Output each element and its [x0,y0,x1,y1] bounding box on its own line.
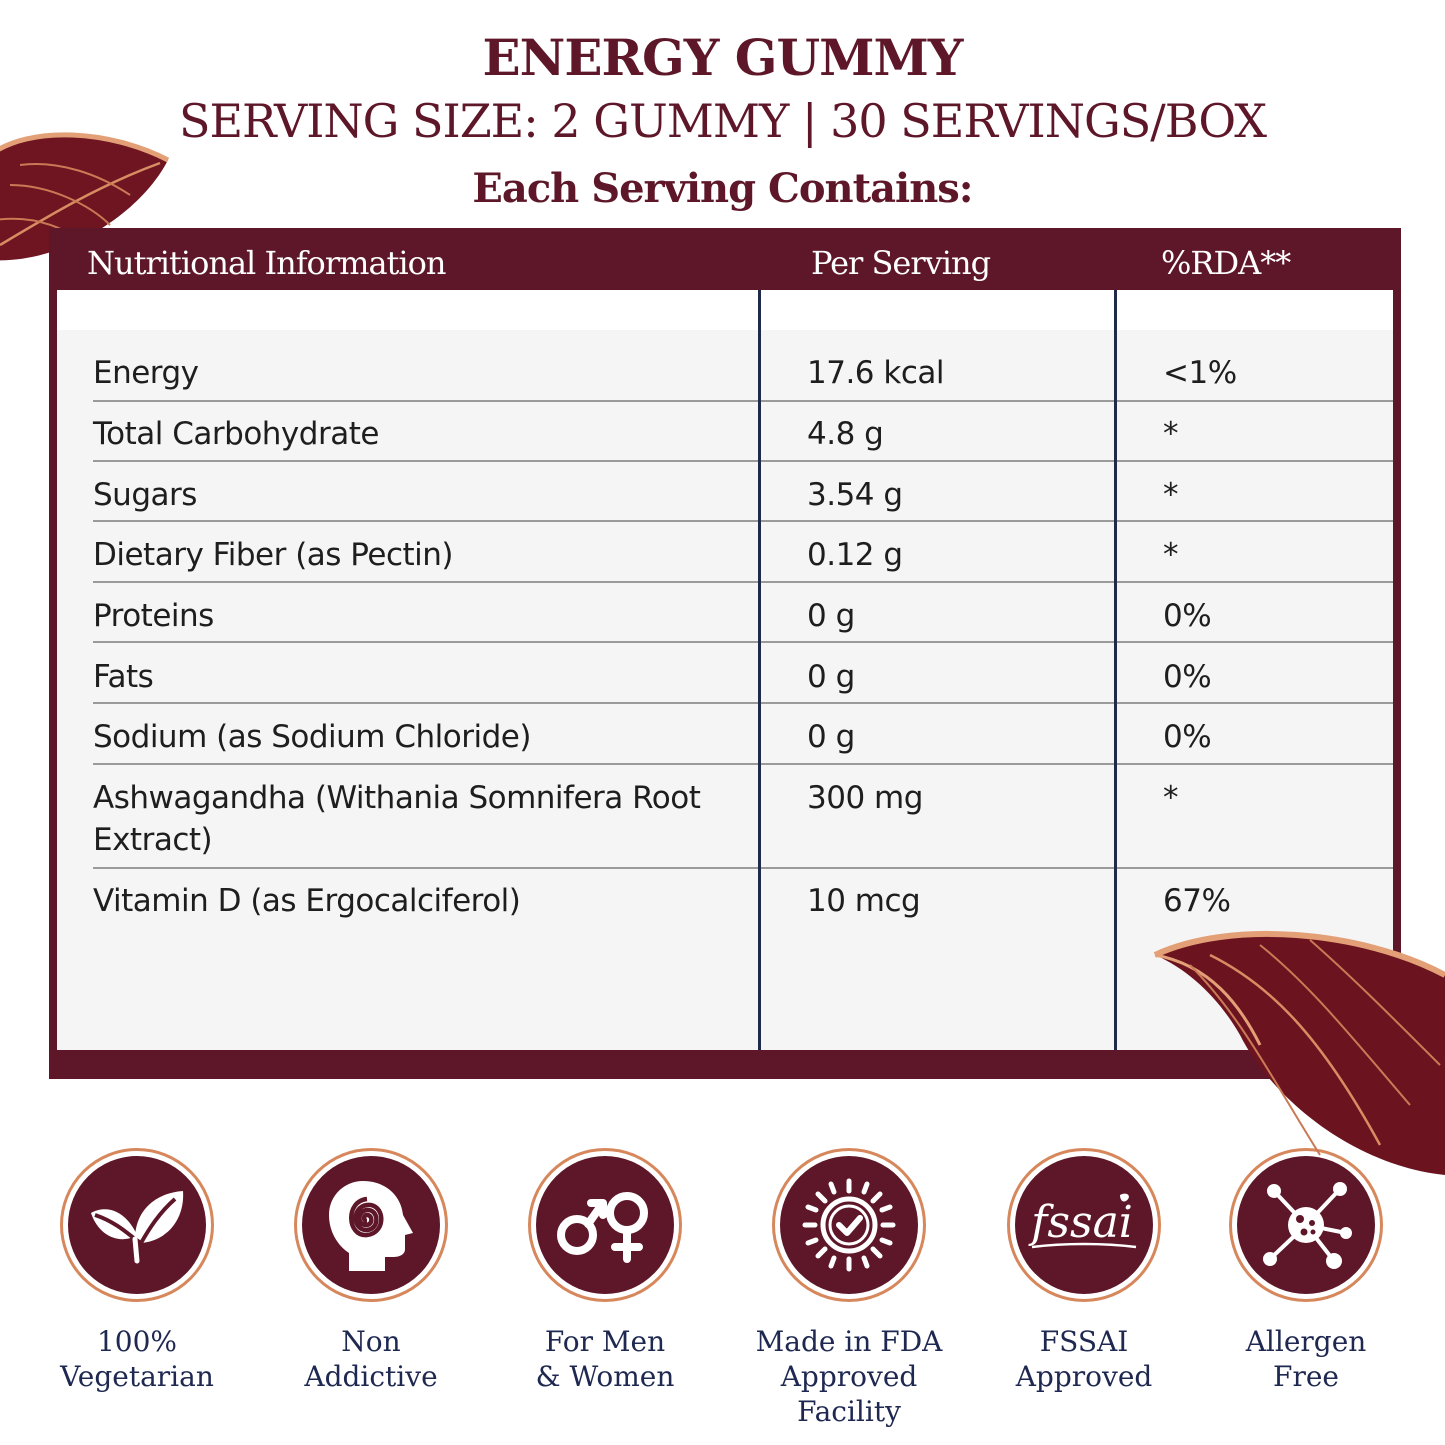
badge-label-line1: Non [341,1325,401,1358]
row-divider [93,460,1393,462]
row-divider [93,400,1393,402]
gender-icon [557,1192,648,1263]
table-body: Energy 17.6 kcal <1% Total Carbohydrate … [57,290,1393,1050]
badge-vegetarian: 100% Vegetarian [22,1148,252,1394]
badge-label-line2: Approved [1015,1360,1153,1393]
row-divider [93,763,1393,765]
badge-label-line2: & Women [535,1360,675,1393]
svg-text:fssai: fssai [1028,1197,1133,1248]
column-divider [1114,290,1117,1050]
nutrient-rda: * [1163,416,1179,452]
row-divider [93,702,1393,704]
badge-label-line2: Approved Facility [780,1360,918,1428]
sun-check-icon [802,1178,896,1272]
column-header-rda: %RDA** [1161,244,1291,282]
nutrition-table: Nutritional Information Per Serving %RDA… [49,228,1401,1079]
nutrient-name: Fats [93,659,154,695]
badge-label-line1: FSSAI [1039,1325,1129,1358]
column-header-per-serving: Per Serving [811,244,991,282]
nutrient-amount: 17.6 kcal [807,355,944,391]
nutrient-amount: 0 g [807,598,855,634]
allergen-molecule-icon [1263,1182,1352,1269]
section-subtitle: Each Serving Contains: [472,165,973,212]
nutrient-amount: 0.12 g [807,537,903,573]
serving-size-text: SERVING SIZE: 2 GUMMY | 30 SERVINGS/BOX [178,94,1267,148]
nutrient-rda: * [1163,537,1179,573]
nutrient-rda: 0% [1163,659,1212,695]
nutrient-name: Energy [93,355,199,391]
nutrient-amount: 300 mg [807,780,923,816]
nutrient-name: Sugars [93,477,197,513]
badge-label-line2: Addictive [304,1360,438,1393]
badge-men-women: For Men & Women [490,1148,720,1394]
nutrient-amount: 3.54 g [807,477,903,513]
nutrient-rda: 0% [1163,719,1212,755]
badge-label-line2: Free [1273,1360,1339,1393]
row-divider [93,641,1393,643]
column-header-nutrient: Nutritional Information [87,244,446,282]
product-title: ENERGY GUMMY [482,28,964,87]
nutrient-name: Dietary Fiber (as Pectin) [93,537,454,573]
row-divider [93,867,1393,869]
nutrient-rda: 67% [1163,883,1231,919]
badge-label-line1: 100% [96,1325,178,1358]
badge-ring [772,1148,926,1302]
badge-allergen-free: Allergen Free [1191,1148,1421,1394]
nutrient-rda: * [1163,780,1179,816]
leaf-icon [91,1191,184,1264]
decorative-leaf-right [1153,930,1445,1175]
badge-label-line2: Vegetarian [60,1360,214,1393]
fssai-logo-icon: fssai [1028,1193,1137,1249]
table-header: Nutritional Information Per Serving %RDA… [49,228,1401,290]
nutrient-name: Proteins [93,598,214,634]
decorative-leaf-left [0,132,170,261]
badge-label-line1: Allergen [1245,1325,1367,1358]
badge-label-line1: Made in FDA [755,1325,943,1358]
nutrient-amount: 4.8 g [807,416,884,452]
nutrient-rda: * [1163,477,1179,513]
badge-ring [294,1148,448,1302]
badge-non-addictive: Non Addictive [256,1148,486,1394]
badge-ring [1229,1148,1383,1302]
badge-ring: fssai [1007,1148,1161,1302]
nutrient-amount: 0 g [807,659,855,695]
row-divider [93,520,1393,522]
nutrient-name: Ashwagandha (Withania Somnifera Root Ext… [93,780,701,858]
nutrient-rda: 0% [1163,598,1212,634]
nutrient-name: Sodium (as Sodium Chloride) [93,719,531,755]
nutrient-amount: 10 mcg [807,883,921,919]
row-divider [93,581,1393,583]
head-spiral-icon [329,1181,413,1271]
nutrient-rda: <1% [1163,355,1237,391]
nutrient-name: Total Carbohydrate [93,416,379,452]
badge-ring [528,1148,682,1302]
nutrient-name: Vitamin D (as Ergocalciferol) [93,883,521,919]
badge-label-line1: For Men [544,1325,666,1358]
column-divider [758,290,761,1050]
badge-ring [60,1148,214,1302]
badge-fssai: fssai FSSAI Approved [969,1148,1199,1394]
badge-fda-facility: Made in FDA Approved Facility [734,1148,964,1429]
nutrient-amount: 0 g [807,719,855,755]
